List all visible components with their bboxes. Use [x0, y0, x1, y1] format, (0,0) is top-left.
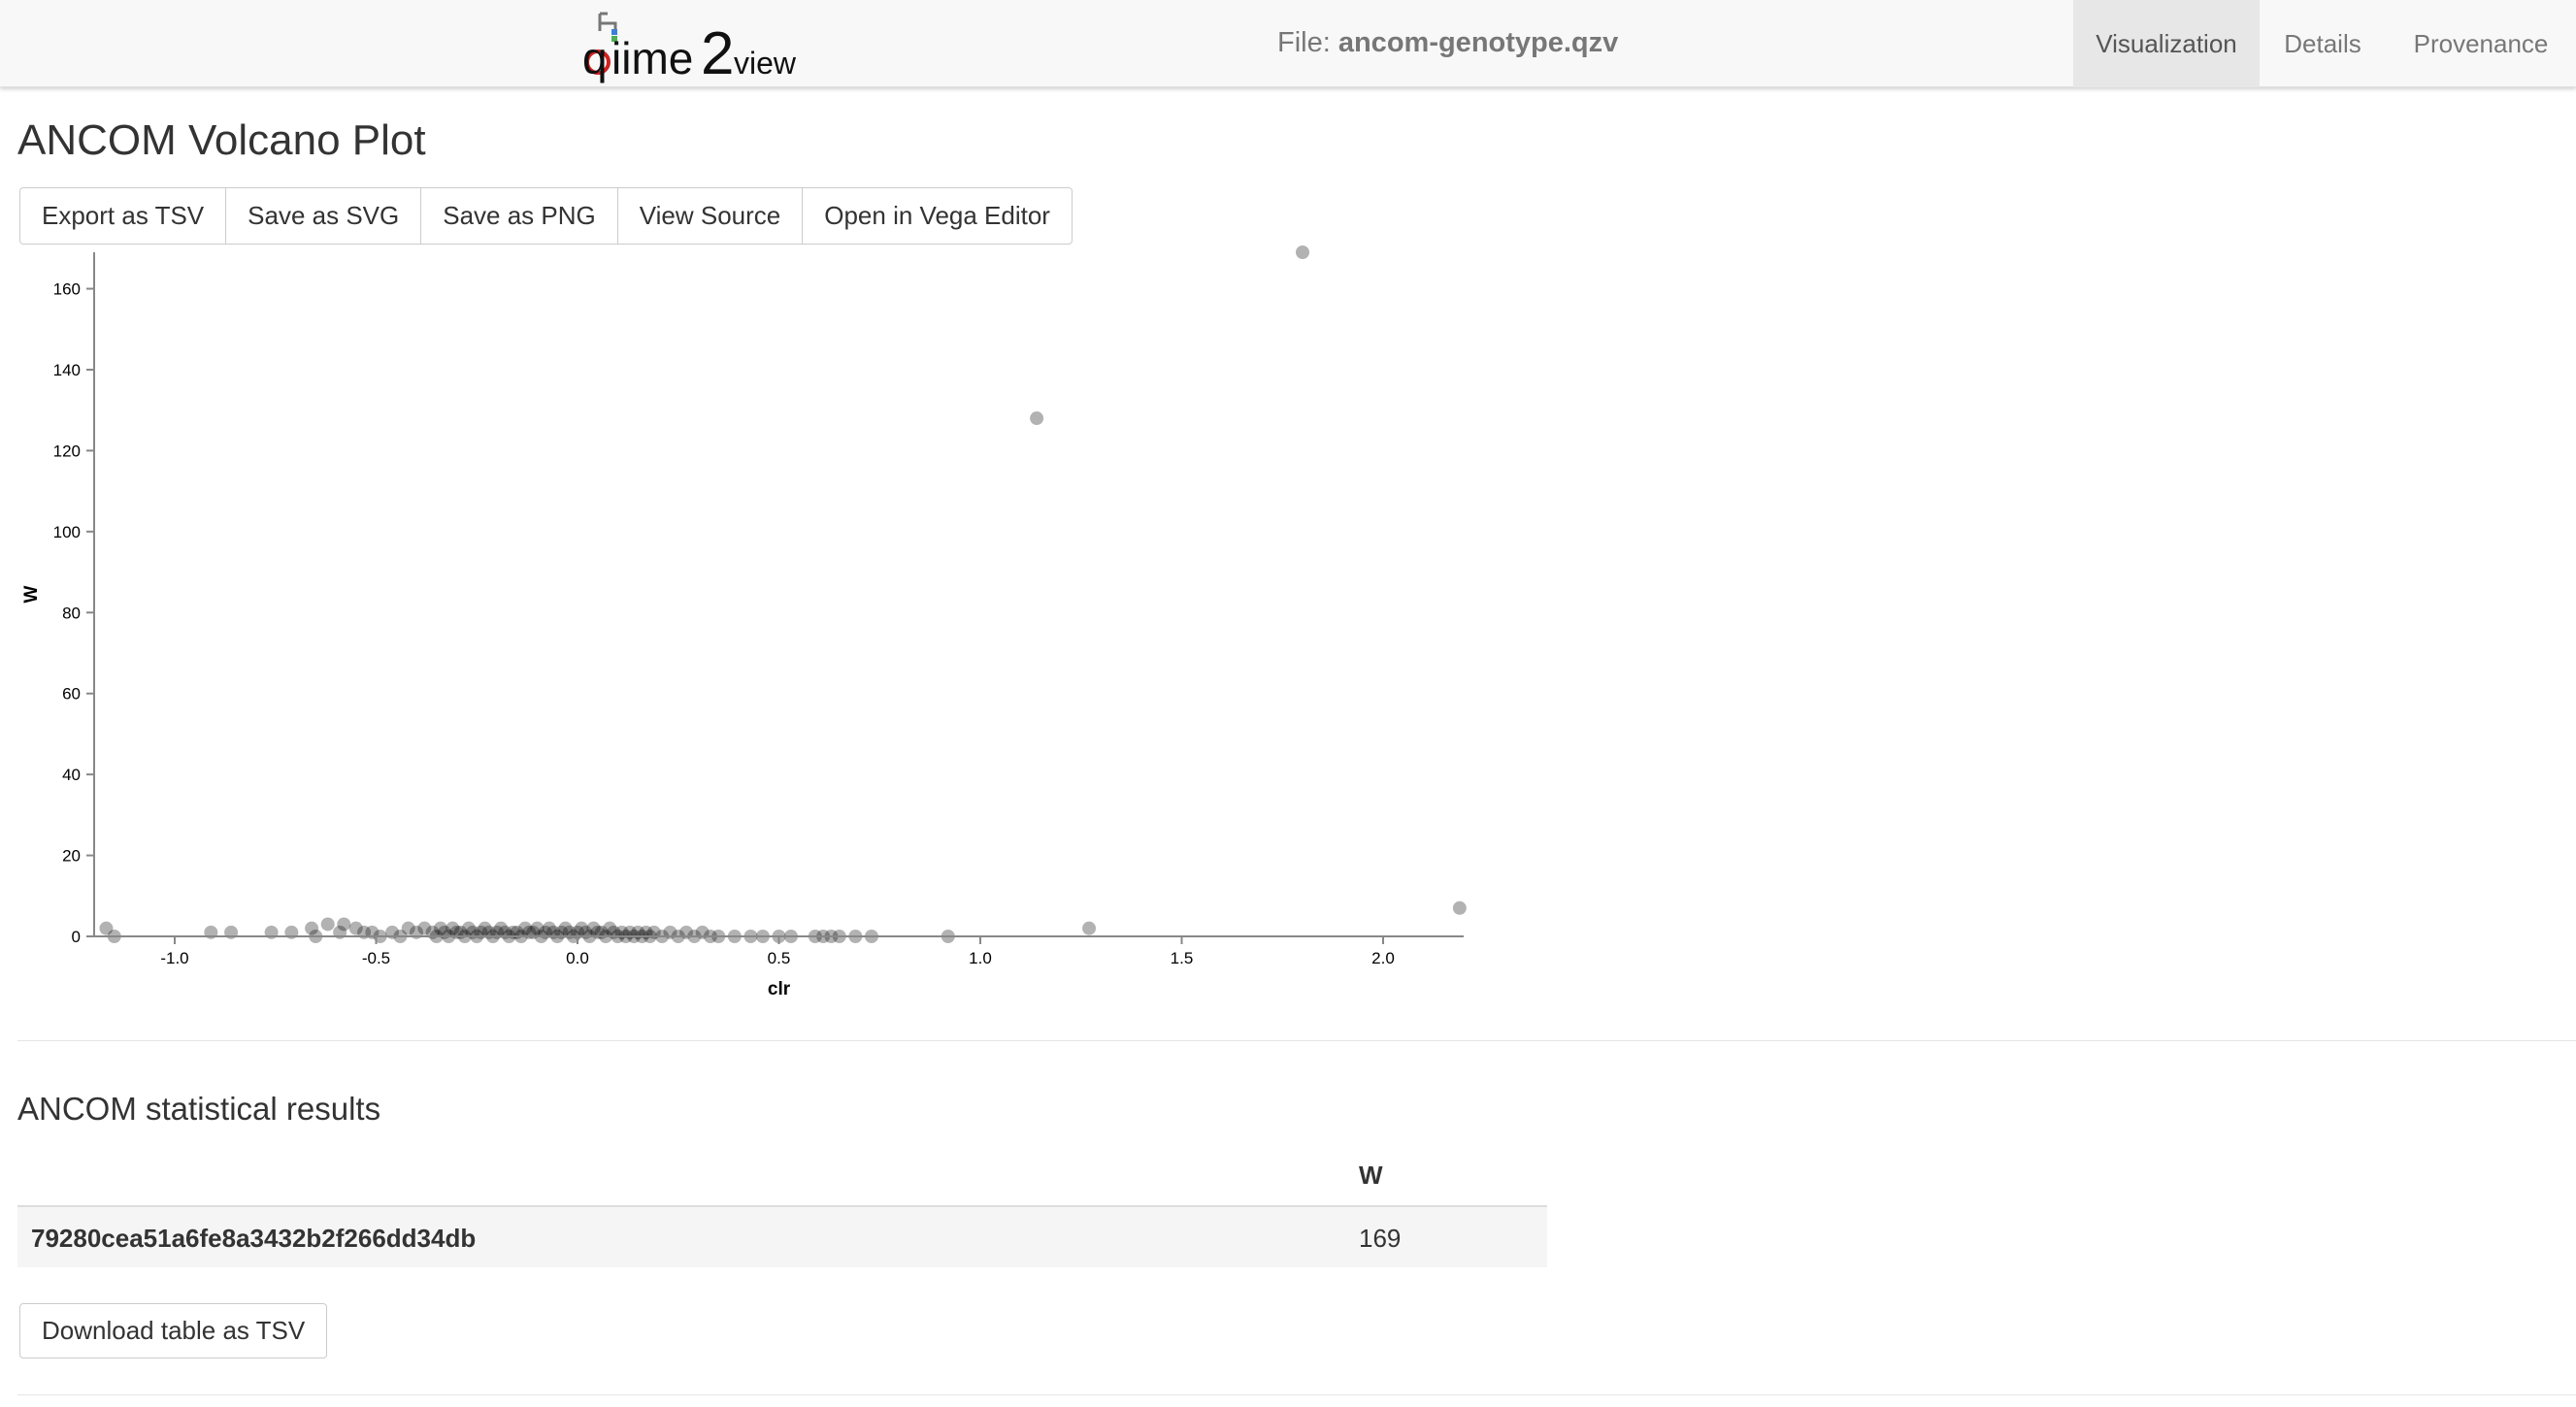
y-tick-label: 160 — [53, 280, 81, 299]
tab-visualization[interactable]: Visualization — [2073, 0, 2260, 87]
file-name: ancom-genotype.qzv — [1338, 27, 1619, 58]
section-divider — [17, 1040, 2576, 1041]
y-tick-label: 20 — [62, 847, 81, 866]
svg-text:iime: iime — [611, 33, 693, 83]
data-point[interactable] — [478, 921, 492, 935]
save-png-button[interactable]: Save as PNG — [421, 188, 618, 244]
svg-text:q: q — [582, 33, 608, 83]
data-point[interactable] — [348, 921, 363, 935]
data-point[interactable] — [586, 921, 601, 935]
data-point[interactable] — [337, 917, 351, 932]
qiime2-logo-icon: q iime 2 view — [582, 12, 797, 83]
data-point[interactable] — [1296, 245, 1309, 259]
section-divider-bottom — [17, 1394, 2576, 1395]
y-tick-label: 0 — [72, 928, 81, 946]
x-axis-label: clr — [768, 979, 791, 999]
axes-layer: 0 20 40 60 80 100 120 140 160 -1.0 -0.5 0.0 0.5 1.0 1.… — [53, 252, 1464, 967]
data-point[interactable] — [320, 917, 335, 932]
data-point[interactable] — [417, 921, 432, 935]
svg-text:view: view — [734, 46, 797, 81]
data-point[interactable] — [558, 921, 573, 935]
open-vega-editor-button[interactable]: Open in Vega Editor — [824, 201, 1050, 230]
save-svg-button[interactable]: Save as SVG — [226, 188, 422, 244]
y-tick-label: 40 — [62, 766, 81, 784]
feature-id-cell: 79280cea51a6fe8a3432b2f266dd34db — [31, 1224, 477, 1253]
x-tick-label: 0.5 — [768, 949, 791, 967]
x-tick-label: -1.0 — [160, 949, 188, 967]
file-name-label: File: ancom-genotype.qzv — [1277, 27, 1618, 59]
results-section-title: ANCOM statistical results — [17, 1091, 381, 1127]
data-point[interactable] — [433, 921, 447, 935]
view-source-button[interactable]: View Source — [618, 188, 804, 244]
svg-text:2: 2 — [701, 20, 734, 83]
y-tick-label: 140 — [53, 361, 81, 379]
data-point[interactable] — [305, 921, 319, 935]
vega-actions-toolbar: Export as TSV Save as SVG Save as PNG Vi… — [19, 187, 1073, 245]
y-tick-label: 60 — [62, 685, 81, 704]
tab-details[interactable]: Details — [2284, 28, 2361, 58]
file-prefix: File: — [1277, 27, 1338, 58]
x-tick-label: 0.0 — [566, 949, 589, 967]
data-point[interactable] — [542, 921, 556, 935]
data-point[interactable] — [1030, 411, 1044, 426]
top-navbar: q iime 2 view File: ancom-genotype.qzv V… — [0, 0, 2576, 87]
data-point[interactable] — [575, 921, 589, 935]
table-header-border — [17, 1205, 1547, 1207]
data-point[interactable] — [1452, 900, 1467, 915]
data-point[interactable] — [530, 921, 545, 935]
tab-provenance[interactable]: Provenance — [2413, 28, 2549, 58]
data-point[interactable] — [1082, 921, 1097, 935]
table-row: 79280cea51a6fe8a3432b2f266dd34db 169 — [17, 1207, 1547, 1267]
volcano-plot: 0 20 40 60 80 100 120 140 160 -1.0 -0.5 0.0 0.5 1.0 1.… — [21, 245, 1467, 999]
data-point[interactable] — [99, 921, 114, 935]
y-axis-label: W — [21, 585, 42, 603]
w-value-cell: 169 — [1359, 1224, 1402, 1253]
x-tick-label: 2.0 — [1371, 949, 1395, 967]
qiime2view-logo[interactable]: q iime 2 view — [577, 6, 809, 83]
column-header-w: W — [1359, 1161, 1383, 1190]
data-point[interactable] — [518, 921, 533, 935]
x-tick-label: -0.5 — [362, 949, 390, 967]
points-layer — [99, 245, 1467, 943]
x-tick-label: 1.5 — [1171, 949, 1194, 967]
download-table-button[interactable]: Download table as TSV — [19, 1303, 328, 1358]
page-title: ANCOM Volcano Plot — [17, 116, 426, 164]
x-tick-label: 1.0 — [969, 949, 992, 967]
y-tick-label: 100 — [53, 523, 81, 541]
data-point[interactable] — [494, 921, 509, 935]
data-point[interactable] — [401, 921, 415, 935]
data-point[interactable] — [446, 921, 460, 935]
data-point[interactable] — [603, 921, 617, 935]
data-point[interactable] — [461, 921, 476, 935]
y-tick-label: 120 — [53, 442, 81, 460]
y-tick-label: 80 — [62, 604, 81, 622]
export-tsv-button[interactable]: Export as TSV — [20, 188, 227, 244]
